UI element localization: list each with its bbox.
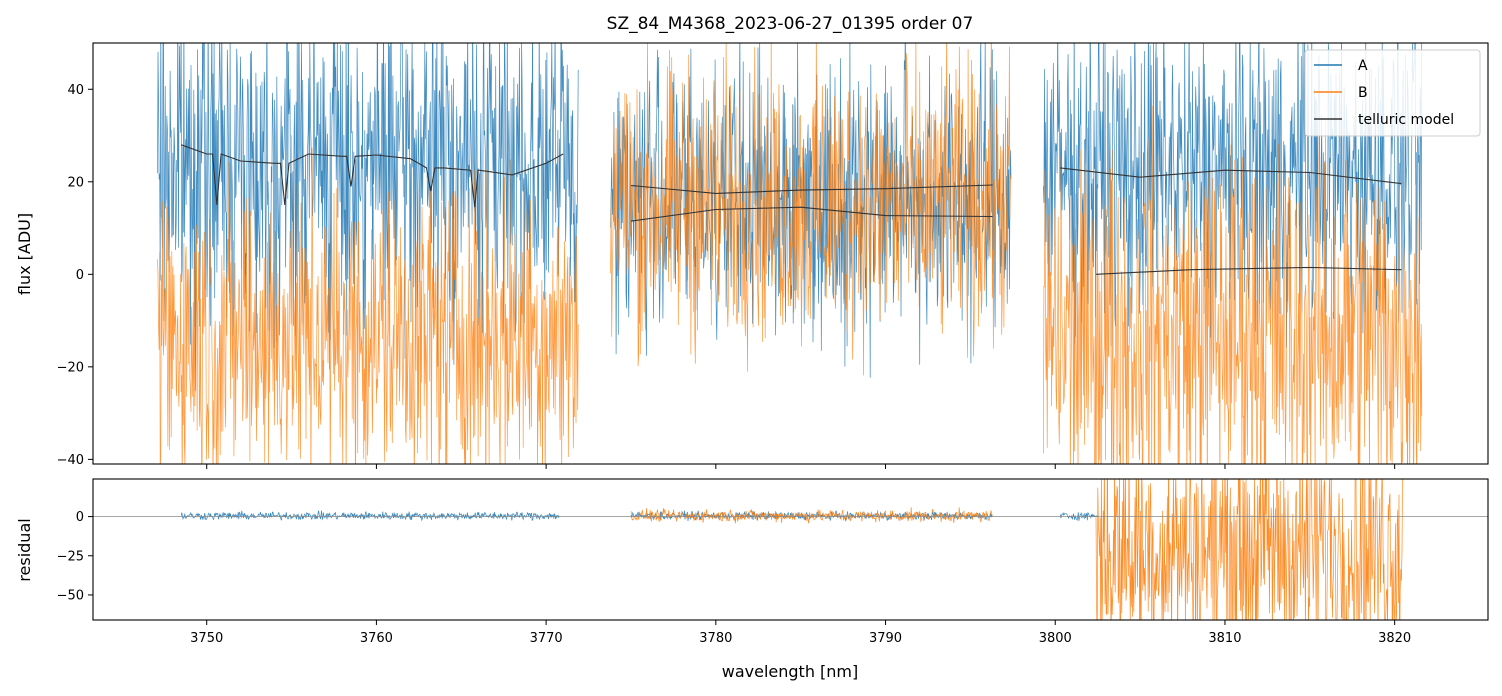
flux-series-b-segment (1043, 105, 1423, 464)
flux-series-b-segment (157, 135, 579, 464)
telluric-model-line (630, 184, 993, 194)
telluric-model-line (1060, 167, 1402, 185)
residual-y-ticks: −50 −25 0 (57, 510, 93, 603)
telluric-model-line (1095, 266, 1402, 275)
y-tick-label: −40 (57, 453, 84, 468)
x-tick-label: 3800 (1039, 631, 1072, 646)
telluric-model-line (181, 144, 564, 208)
legend-label-a: A (1358, 58, 1368, 74)
flux-series-b-segment (610, 43, 1012, 376)
residual-panel: −50 −25 0 3750 3760 3770 3780 3790 3800 3810 3820… (15, 478, 1489, 681)
residual-series-a-segment (1059, 511, 1098, 521)
y-tick-label: −50 (57, 588, 84, 603)
x-tick-label: 3780 (699, 631, 732, 646)
x-tick-label: 3810 (1208, 631, 1241, 646)
y-tick-label: −25 (57, 549, 84, 564)
flux-series-a-segment (157, 43, 579, 392)
x-tick-label: 3820 (1378, 631, 1411, 646)
x-axis-label: wavelength [nm] (722, 662, 859, 681)
chart-title: SZ_84_M4368_2023-06-27_01395 order 07 (607, 14, 974, 34)
y-tick-label: 20 (67, 175, 84, 190)
flux-panel: −40 −20 0 20 40 flux [ADU] A B telluric mode… (15, 42, 1489, 469)
residual-series-b-segment (630, 507, 993, 524)
y-tick-label: −20 (57, 360, 84, 375)
residual-data (93, 479, 1488, 620)
residual-panel-frame (92, 478, 1489, 621)
residual-series-b-segment (1095, 479, 1403, 620)
flux-y-label: flux [ADU] (15, 213, 34, 295)
residual-y-label: residual (15, 518, 34, 581)
legend-label-b: B (1358, 85, 1368, 101)
x-tick-label: 3790 (869, 631, 902, 646)
residual-x-ticks: 3750 3760 3770 3780 3790 3800 3810 3820 (190, 620, 1411, 646)
y-tick-label: 40 (67, 83, 84, 98)
flux-y-ticks: −40 −20 0 20 40 (57, 83, 93, 468)
legend: A B telluric model (1304, 49, 1481, 137)
flux-x-ticks (206, 464, 1396, 469)
legend-box (1304, 49, 1481, 137)
telluric-model-line (630, 206, 993, 222)
y-tick-label: 0 (76, 510, 84, 525)
flux-panel-frame (92, 42, 1489, 465)
x-tick-label: 3760 (360, 631, 393, 646)
x-tick-label: 3750 (190, 631, 223, 646)
x-tick-label: 3770 (530, 631, 563, 646)
residual-series-a-segment (180, 510, 560, 522)
y-tick-label: 0 (76, 268, 84, 283)
legend-label-model: telluric model (1358, 112, 1454, 128)
flux-data (157, 43, 1423, 464)
